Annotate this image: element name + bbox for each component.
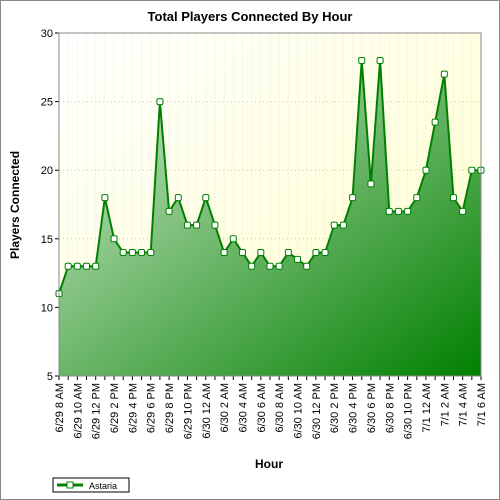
x-tick-label: 6/29 6 PM — [146, 383, 158, 433]
marker — [83, 262, 91, 270]
marker — [138, 249, 146, 257]
plot-border — [58, 32, 482, 377]
x-tick-label: 6/29 8 PM — [164, 383, 176, 433]
x-tick-label: 6/30 12 PM — [311, 383, 323, 439]
x-tick-label: 6/29 2 PM — [109, 383, 121, 433]
x-tick-label: 7/1 12 AM — [421, 383, 433, 433]
marker — [367, 180, 375, 188]
marker — [193, 221, 201, 229]
marker — [440, 70, 448, 78]
x-tick-label: 7/1 2 AM — [439, 383, 451, 426]
x-tick-label: 6/30 8 AM — [274, 383, 286, 433]
marker — [110, 235, 118, 243]
marker — [376, 56, 384, 64]
y-tick-label: 5 — [47, 371, 53, 383]
marker — [459, 207, 467, 215]
marker — [294, 255, 302, 263]
marker — [92, 262, 100, 270]
x-tick-label: 6/30 10 PM — [403, 383, 415, 439]
marker — [413, 194, 421, 202]
marker — [165, 207, 173, 215]
marker — [468, 166, 476, 174]
marker — [339, 221, 347, 229]
x-tick-label: 6/30 2 AM — [219, 383, 231, 433]
x-axis-title: Hour — [255, 457, 283, 471]
marker — [284, 249, 292, 257]
x-tick-label: 6/30 12 AM — [201, 383, 213, 439]
marker — [147, 249, 155, 257]
x-tick-label: 6/29 12 PM — [91, 383, 103, 439]
marker — [128, 249, 136, 257]
y-tick-label: 10 — [41, 302, 53, 314]
x-tick-label: 6/29 4 PM — [127, 383, 139, 433]
marker — [275, 262, 283, 270]
legend: Astaria — [52, 477, 130, 493]
area — [59, 60, 481, 376]
marker — [156, 98, 164, 106]
marker — [385, 207, 393, 215]
x-tick-label: 6/29 10 PM — [182, 383, 194, 439]
x-tick-label: 6/30 2 PM — [329, 383, 341, 433]
legend-label: Astaria — [89, 481, 117, 491]
marker — [321, 249, 329, 257]
marker — [394, 207, 402, 215]
marker — [266, 262, 274, 270]
marker — [229, 235, 237, 243]
marker — [449, 194, 457, 202]
y-tick-label: 25 — [41, 97, 53, 109]
marker — [73, 262, 81, 270]
marker — [119, 249, 127, 257]
marker — [358, 56, 366, 64]
marker — [174, 194, 182, 202]
x-tick-label: 6/30 10 AM — [293, 383, 305, 439]
x-tick-label: 6/29 10 AM — [72, 383, 84, 439]
marker — [220, 249, 228, 257]
x-tick-label: 7/1 6 AM — [476, 383, 488, 426]
y-axis-title: Players Connected — [8, 151, 22, 259]
x-tick-label: 6/30 8 PM — [384, 383, 396, 433]
marker — [211, 221, 219, 229]
x-tick-label: 6/30 4 AM — [237, 383, 249, 433]
marker — [349, 194, 357, 202]
marker — [183, 221, 191, 229]
x-tick-label: 7/1 4 AM — [458, 383, 470, 426]
marker — [248, 262, 256, 270]
marker — [330, 221, 338, 229]
marker — [202, 194, 210, 202]
marker — [404, 207, 412, 215]
marker — [257, 249, 265, 257]
y-tick-label: 15 — [41, 234, 53, 246]
marker — [101, 194, 109, 202]
marker — [238, 249, 246, 257]
marker — [303, 262, 311, 270]
y-tick-label: 20 — [41, 165, 53, 177]
marker — [422, 166, 430, 174]
legend-marker — [66, 481, 74, 489]
y-tick-label: 30 — [41, 28, 53, 40]
x-tick-label: 6/30 6 AM — [256, 383, 268, 433]
marker — [431, 118, 439, 126]
x-tick-label: 6/30 6 PM — [366, 383, 378, 433]
marker — [64, 262, 72, 270]
x-tick-label: 6/29 8 AM — [54, 383, 66, 433]
marker — [312, 249, 320, 257]
chart-title: Total Players Connected By Hour — [148, 9, 353, 24]
x-tick-label: 6/30 4 PM — [348, 383, 360, 433]
